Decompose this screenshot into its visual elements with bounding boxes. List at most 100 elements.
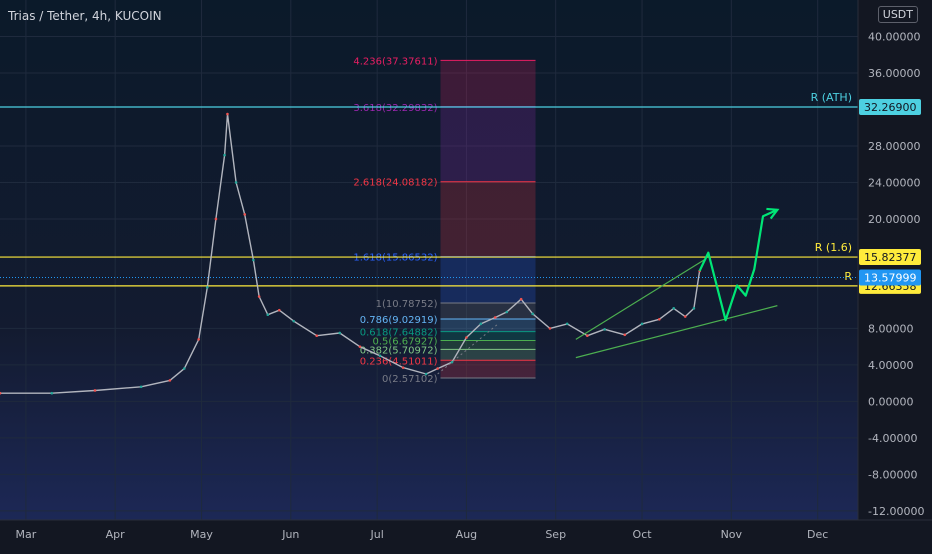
level-badge-bg [859,99,921,116]
series-layer [0,112,701,395]
fib-zones: 0(2.57102)0.236(4.51011)0.382(5.70972)0.… [353,56,536,385]
price-point [139,385,143,389]
fib-zone [440,349,536,361]
x-tick-label: Apr [106,528,126,541]
fib-level-label: 0(2.57102) [382,374,438,385]
price-point [252,258,255,262]
y-tick-label: 36.00000 [868,67,921,80]
price-point [50,391,54,395]
price-point [531,312,534,316]
dotted-trend-line [437,323,499,375]
price-point [565,322,569,326]
price-point [672,307,676,310]
price-point [465,336,468,339]
price-point [640,322,644,326]
x-tick-label: Dec [807,528,828,541]
y-tick-label: 20.00000 [868,213,921,226]
level-badge-bg [859,249,921,266]
last-price-badge-bg [859,269,921,286]
price-point [277,308,281,312]
price-point [206,286,209,289]
price-point [93,389,97,392]
fib-level-label: 0.5(6.67927) [372,336,437,347]
y-tick-label: 0.00000 [868,395,914,408]
price-point [548,327,552,330]
projection-path [698,208,778,322]
price-point [182,367,186,370]
fib-level-label: 4.236(37.37611) [353,56,437,67]
last-price-badge: 13.57999 [864,272,917,285]
y-axis[interactable]: 40.00000 36.00000 28.00000 24.00000 20.00000… [857,0,932,520]
price-point [479,322,483,326]
price-point [603,328,606,331]
y-tick-label: 4.00000 [868,359,914,372]
chart-title: Trias / Tether, 4h, KUCOIN [8,9,162,23]
price-point [234,181,238,184]
price-point [519,297,523,301]
x-tick-label: Sep [545,528,566,541]
price-point [378,354,382,358]
wedge-upper-line [575,258,706,340]
drawings-layer [437,207,780,375]
x-tick-label: May [190,528,213,541]
price-point [358,345,362,348]
price-point [266,313,270,317]
x-tick-label: Mar [16,528,37,541]
price-point [424,372,428,376]
x-tick-label: Jun [281,528,299,541]
price-point [243,213,247,216]
fib-zone [440,340,536,350]
wedge-lower-line [575,305,778,359]
y-tick-label: -8.00000 [868,468,917,481]
price-point [436,367,439,370]
fib-level-label: 0.382(5.70972) [360,345,438,356]
fib-zone [440,319,536,332]
currency-badge[interactable]: USDT [877,6,918,23]
fib-level-label: 0.786(9.02919) [360,315,438,326]
price-point [505,310,509,314]
fib-zone [440,106,536,182]
fib-level-label: 1.618(15.86532) [353,253,437,264]
y-tick-label: -12.00000 [868,505,924,518]
fib-level-label: 1(10.78752) [376,299,438,310]
price-point [692,307,696,310]
level-badge: 15.82377 [864,251,917,264]
y-tick-label: 8.00000 [868,322,914,335]
y-tick-label: 40.00000 [868,30,921,43]
price-point [197,338,200,341]
price-point [315,334,319,338]
y-tick-label: 28.00000 [868,140,921,153]
fib-level-label: 3.618(32.29832) [353,103,437,114]
x-axis[interactable]: Mar Apr May Jun Jul Aug Sep Oct Nov Dec [0,519,932,550]
fib-zone [440,302,536,320]
fib-zone [440,360,536,378]
x-tick-label: Nov [721,528,743,541]
projection-arrow-head [766,207,780,220]
y-tick-label: 24.00000 [868,176,921,189]
price-point [223,153,226,157]
price-point [493,316,497,319]
x-tick-label: Oct [633,528,653,541]
price-point [586,334,589,338]
price-point [292,319,295,323]
fib-level-label: 0.236(4.51011) [360,356,438,367]
price-point [0,391,2,395]
level-badge: 32.26900 [864,101,917,114]
price-point [683,315,687,318]
grid [0,0,858,520]
price-point [168,379,172,382]
price-point [257,295,261,298]
y-tick-label: -4.00000 [868,432,917,445]
fib-zone [440,60,536,107]
resistance-label: R (1.6) [815,241,852,254]
fib-zone [440,181,536,257]
fib-zone [440,256,536,303]
price-point [658,317,661,321]
x-tick-label: Jul [370,528,384,541]
x-axis-panel [0,520,932,550]
fib-level-label: 0.618(7.64882) [360,328,438,339]
fib-zone [440,331,536,341]
price-point [450,360,454,364]
